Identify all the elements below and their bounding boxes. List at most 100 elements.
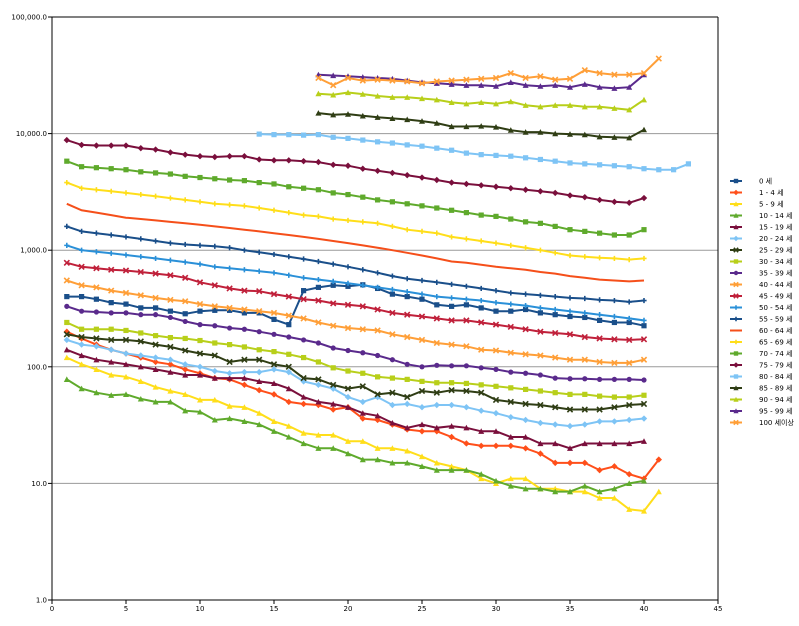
data-point bbox=[359, 410, 366, 416]
data-point bbox=[359, 456, 366, 463]
data-point bbox=[226, 370, 233, 377]
data-point bbox=[626, 401, 633, 409]
data-point bbox=[493, 308, 499, 314]
data-point bbox=[493, 100, 499, 107]
data-point bbox=[433, 80, 440, 86]
data-point bbox=[301, 256, 307, 262]
data-point bbox=[152, 146, 159, 153]
data-point bbox=[256, 308, 263, 315]
data-point bbox=[508, 290, 514, 296]
data-point bbox=[196, 152, 204, 160]
data-point bbox=[596, 103, 603, 110]
data-point bbox=[537, 450, 544, 457]
data-point bbox=[537, 372, 544, 378]
data-point bbox=[182, 347, 189, 354]
data-point bbox=[611, 85, 618, 91]
data-point bbox=[315, 90, 322, 97]
data-point bbox=[122, 142, 130, 149]
data-point bbox=[641, 96, 647, 103]
data-point bbox=[211, 153, 218, 161]
data-point bbox=[597, 230, 603, 236]
data-point bbox=[211, 416, 218, 423]
data-point bbox=[315, 74, 322, 82]
series-line bbox=[66, 283, 645, 327]
data-point bbox=[404, 333, 411, 341]
data-point bbox=[359, 303, 366, 310]
data-point bbox=[345, 264, 351, 270]
series-line bbox=[66, 321, 645, 399]
data-point bbox=[566, 331, 574, 338]
data-point bbox=[93, 343, 100, 350]
data-point bbox=[449, 281, 455, 287]
data-point bbox=[404, 171, 411, 179]
data-point bbox=[523, 291, 529, 297]
data-point bbox=[611, 359, 618, 367]
data-point bbox=[507, 398, 514, 406]
data-point bbox=[507, 442, 514, 450]
data-point bbox=[389, 419, 396, 426]
legend-marker bbox=[733, 305, 739, 310]
data-point bbox=[463, 380, 469, 387]
data-point bbox=[671, 167, 677, 173]
data-point bbox=[581, 356, 588, 363]
data-point bbox=[597, 255, 603, 261]
data-point bbox=[434, 380, 440, 386]
data-point bbox=[374, 327, 381, 334]
data-point bbox=[271, 331, 277, 337]
data-point bbox=[389, 169, 396, 177]
data-point bbox=[122, 336, 130, 344]
data-point bbox=[300, 394, 307, 400]
data-point bbox=[596, 466, 603, 474]
series-21 bbox=[315, 55, 662, 89]
data-point bbox=[611, 255, 617, 262]
data-point bbox=[582, 161, 588, 167]
series-2 bbox=[63, 354, 662, 514]
legend-label: 20 - 24 세 bbox=[759, 234, 792, 243]
data-point bbox=[108, 166, 114, 172]
data-point bbox=[582, 295, 588, 302]
legend-label: 75 - 79 세 bbox=[759, 361, 792, 370]
data-point bbox=[463, 387, 470, 395]
data-point bbox=[359, 398, 366, 406]
data-point bbox=[93, 389, 100, 396]
data-point bbox=[345, 111, 351, 117]
data-point bbox=[256, 179, 262, 186]
data-point bbox=[330, 278, 336, 285]
data-point bbox=[581, 103, 588, 110]
data-point bbox=[123, 361, 129, 367]
series-line bbox=[66, 181, 645, 261]
data-point bbox=[419, 143, 425, 149]
data-point bbox=[596, 488, 603, 495]
x-tick-label: 30 bbox=[492, 605, 501, 613]
data-point bbox=[611, 336, 618, 343]
data-point bbox=[315, 297, 322, 304]
data-point bbox=[330, 190, 336, 196]
data-point bbox=[123, 234, 129, 240]
data-point bbox=[552, 158, 558, 164]
data-point bbox=[286, 132, 292, 138]
data-point bbox=[582, 228, 588, 234]
data-point bbox=[567, 131, 573, 137]
data-point bbox=[271, 251, 277, 258]
series-5 bbox=[63, 336, 648, 430]
data-point bbox=[285, 157, 292, 164]
data-point bbox=[301, 337, 307, 343]
data-point bbox=[389, 140, 395, 146]
data-point bbox=[167, 335, 173, 341]
data-point bbox=[138, 191, 144, 198]
data-point bbox=[270, 361, 278, 368]
legend-marker bbox=[733, 247, 739, 253]
data-point bbox=[508, 385, 514, 391]
data-point bbox=[270, 290, 278, 298]
data-point bbox=[137, 363, 144, 370]
data-point bbox=[566, 459, 574, 467]
series-13 bbox=[66, 202, 645, 283]
data-point bbox=[344, 162, 352, 169]
series-line bbox=[66, 305, 645, 381]
data-point bbox=[404, 78, 411, 85]
data-point bbox=[567, 227, 573, 233]
data-point bbox=[523, 370, 529, 376]
data-point bbox=[167, 361, 174, 368]
data-point bbox=[448, 99, 455, 106]
data-point bbox=[685, 161, 691, 167]
